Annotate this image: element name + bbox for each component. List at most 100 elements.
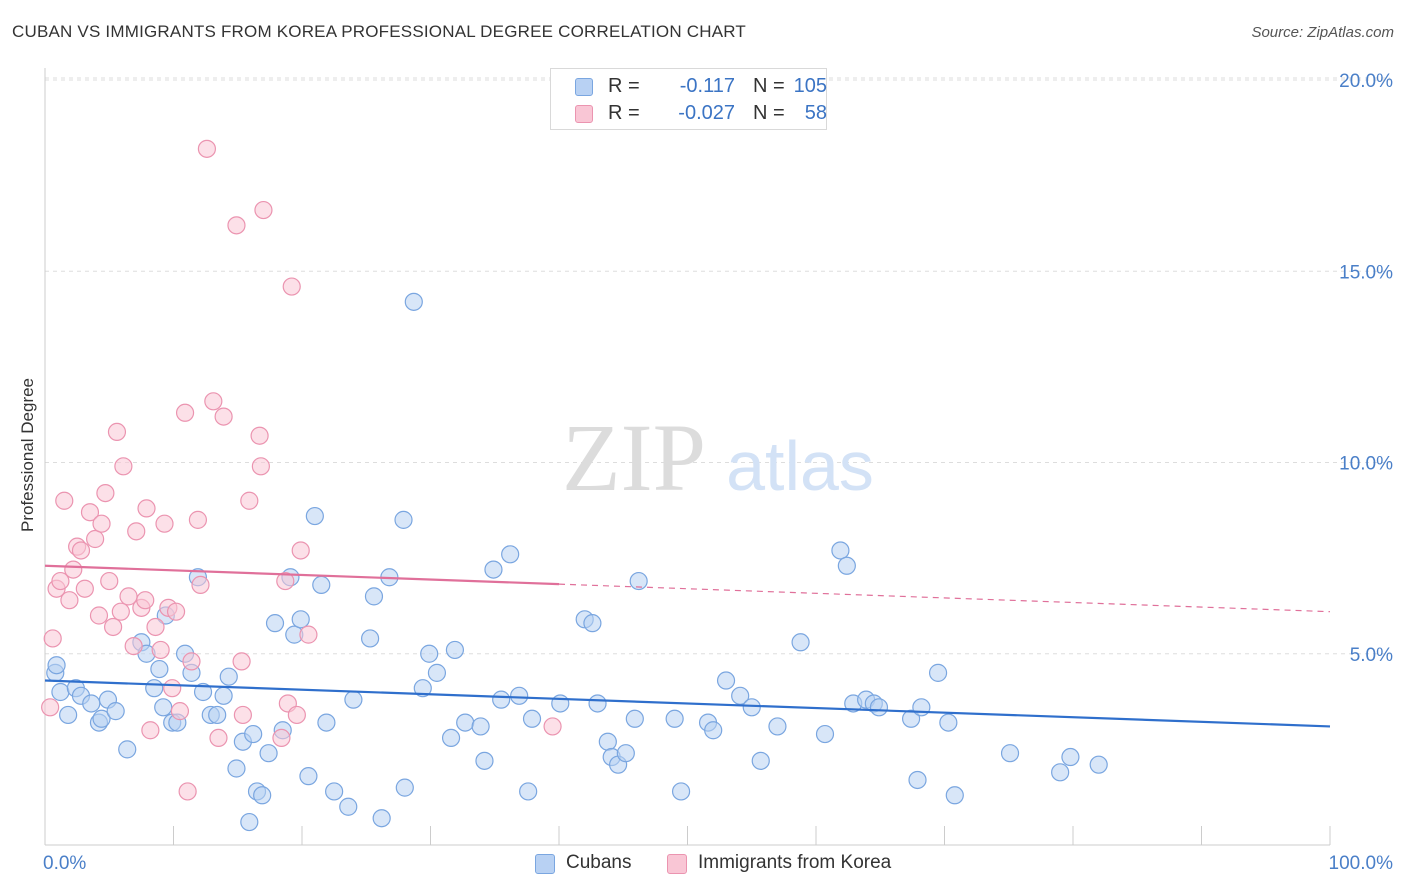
data-point — [339, 797, 358, 816]
data-point — [59, 705, 78, 725]
data-point — [64, 560, 83, 579]
data-point — [1089, 755, 1108, 774]
data-point — [265, 614, 285, 633]
data-point — [232, 652, 251, 671]
data-point — [583, 614, 602, 633]
data-point — [484, 560, 503, 579]
data-point — [214, 686, 233, 705]
legend-n-label: N = — [753, 75, 785, 97]
data-point — [51, 571, 70, 591]
watermark: ZIP atlas — [562, 404, 874, 511]
data-point — [815, 724, 835, 744]
data-point — [259, 744, 278, 763]
data-point — [1051, 763, 1070, 782]
data-point — [182, 652, 201, 671]
data-point — [136, 591, 155, 610]
data-point — [625, 709, 644, 728]
data-point — [227, 216, 246, 235]
data-point — [240, 491, 259, 510]
data-point — [287, 705, 306, 725]
data-point — [178, 782, 197, 801]
data-point — [166, 602, 186, 621]
legend-r-value: -0.027 — [678, 102, 735, 124]
data-point — [240, 812, 259, 832]
data-point — [188, 510, 208, 529]
data-point — [82, 694, 101, 713]
legend-r-label: R = — [608, 102, 640, 124]
data-point — [312, 575, 331, 595]
data-point — [118, 740, 137, 759]
data-point — [154, 698, 173, 717]
data-point — [598, 732, 617, 751]
data-point — [945, 786, 964, 805]
data-point — [47, 656, 66, 675]
data-point — [151, 640, 170, 660]
data-point — [404, 292, 423, 311]
data-point — [254, 200, 273, 220]
legend-r-label: R = — [608, 75, 640, 97]
data-point — [209, 728, 228, 748]
data-point — [831, 541, 850, 560]
data-point — [100, 571, 119, 591]
watermark-zip: ZIP — [562, 404, 706, 511]
data-point — [104, 617, 123, 637]
data-point — [510, 686, 529, 705]
data-point — [372, 809, 391, 828]
trend-line-cubans — [44, 679, 1331, 728]
data-point — [908, 770, 927, 790]
axes — [44, 68, 1331, 846]
legend-swatch-korea — [667, 854, 687, 874]
data-point — [124, 636, 143, 656]
y-tick-label: 15.0% — [1339, 262, 1393, 283]
data-point — [107, 422, 127, 441]
data-point — [456, 713, 475, 732]
data-point — [204, 392, 223, 411]
data-point — [325, 782, 344, 801]
data-point — [588, 694, 607, 713]
data-point — [901, 709, 921, 728]
data-point — [665, 709, 684, 728]
legend-swatch-cubans — [535, 854, 555, 874]
data-point — [175, 403, 195, 422]
legend-r-value: -0.117 — [679, 75, 735, 97]
data-point — [629, 571, 648, 591]
data-point — [219, 667, 238, 686]
data-point — [492, 690, 511, 709]
data-point — [137, 499, 156, 518]
data-point — [291, 541, 310, 560]
data-point — [551, 694, 570, 713]
data-point — [305, 506, 324, 526]
correlation-legend: R = -0.117 N = 105 R = -0.027 N = 58 — [550, 68, 827, 130]
data-point — [427, 663, 447, 682]
legend-n-value: 58 — [804, 102, 827, 124]
legend-swatch-korea — [575, 105, 593, 123]
data-point — [939, 713, 958, 732]
data-point — [501, 545, 520, 564]
data-point — [299, 625, 318, 644]
trend-lines — [44, 564, 1331, 728]
data-point — [197, 139, 217, 158]
data-point — [344, 690, 363, 709]
data-point — [92, 514, 111, 533]
data-point — [716, 671, 736, 690]
data-point — [127, 522, 146, 541]
data-point — [928, 663, 948, 682]
data-point — [146, 617, 165, 637]
data-point — [704, 721, 723, 740]
data-point — [71, 541, 91, 560]
data-point — [441, 728, 461, 748]
data-point — [96, 484, 115, 503]
y-tick-label: 20.0% — [1339, 71, 1393, 92]
data-point — [291, 610, 310, 629]
data-point — [253, 786, 272, 805]
data-point — [671, 782, 691, 801]
data-point — [55, 491, 74, 510]
data-point — [445, 640, 465, 660]
data-point — [837, 556, 856, 575]
data-point — [1061, 747, 1080, 767]
tick-labels: 5.0% 10.0% 15.0% 20.0% 0.0% 100.0% — [43, 71, 1393, 874]
data-point — [41, 698, 60, 717]
data-point — [141, 721, 160, 740]
series-korea — [41, 139, 562, 801]
data-point — [751, 751, 770, 770]
